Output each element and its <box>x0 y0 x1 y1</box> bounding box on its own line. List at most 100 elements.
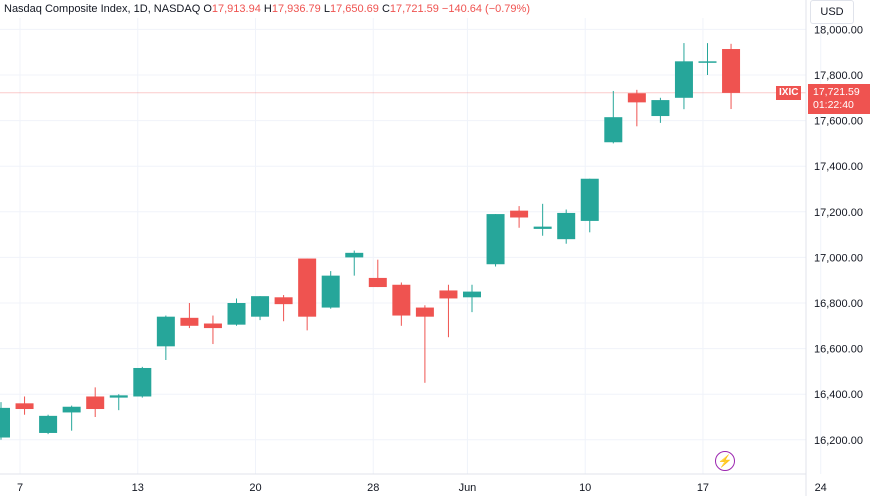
candle[interactable] <box>274 295 293 322</box>
candle[interactable] <box>227 298 246 326</box>
candle[interactable] <box>251 296 270 321</box>
candle[interactable] <box>604 90 623 144</box>
candle-body <box>415 307 434 317</box>
candle-body <box>674 61 693 98</box>
candle-body <box>698 61 717 63</box>
candle-body <box>39 415 58 433</box>
candle-body <box>345 252 364 258</box>
candle[interactable] <box>345 250 364 276</box>
candle[interactable] <box>109 394 128 411</box>
candle[interactable] <box>298 258 317 331</box>
high-value: 17,936.79 <box>271 3 321 15</box>
candle[interactable] <box>463 284 481 313</box>
price-tick-label: 16,800.00 <box>814 298 863 310</box>
candles[interactable] <box>0 43 741 440</box>
candle-body <box>180 317 199 326</box>
price-tick-label: 17,200.00 <box>814 207 863 219</box>
candle[interactable] <box>698 43 717 75</box>
candle[interactable] <box>203 315 222 345</box>
price-tick-label: 18,000.00 <box>814 24 863 36</box>
candle[interactable] <box>0 402 10 440</box>
candle-body <box>510 210 529 218</box>
candle-body <box>227 303 246 325</box>
candle-body <box>109 395 128 398</box>
time-tick-label: 28 <box>367 482 379 494</box>
symbol-price-tag: IXIC <box>776 86 802 100</box>
price-grid <box>0 18 822 474</box>
time-tick-label: 20 <box>249 482 261 494</box>
last-price-value: 17,721.59 <box>813 86 860 98</box>
candle[interactable] <box>415 305 434 383</box>
candle-body <box>439 290 458 299</box>
candle[interactable] <box>486 214 505 267</box>
candle[interactable] <box>62 405 81 431</box>
candle[interactable] <box>133 366 152 398</box>
symbol-title: Nasdaq Composite Index, 1D, NASDAQ <box>4 3 201 15</box>
time-axis[interactable]: 7 13 20 28 Jun 10 17 24 <box>17 482 827 494</box>
candle-body <box>651 100 670 117</box>
candle[interactable] <box>439 284 458 338</box>
close-value: 17,721.59 <box>389 3 439 15</box>
lightning-icon[interactable]: ⚡ <box>715 451 735 471</box>
candle-body <box>722 49 741 93</box>
candle[interactable] <box>722 43 741 110</box>
candle[interactable] <box>651 97 670 123</box>
candle[interactable] <box>156 315 175 360</box>
candle-body <box>251 296 270 317</box>
candle[interactable] <box>392 282 411 326</box>
candle[interactable] <box>368 259 387 288</box>
time-tick-label: 10 <box>579 482 591 494</box>
candle-body <box>368 277 387 288</box>
candle-body <box>0 407 10 438</box>
price-tick-label: 17,800.00 <box>814 70 863 82</box>
price-tick-label: 16,400.00 <box>814 389 863 401</box>
candle[interactable] <box>674 43 693 110</box>
close-label: C <box>381 3 390 15</box>
symbol-legend: Nasdaq Composite Index, 1D, NASDAQ O17,9… <box>4 3 530 15</box>
price-axis[interactable]: 16,200.00 16,400.00 16,600.00 16,800.00 17,0… <box>814 24 863 446</box>
candle-body <box>392 284 411 316</box>
candle-body <box>156 316 175 347</box>
candle[interactable] <box>86 387 105 417</box>
low-value: 17,650.69 <box>329 3 379 15</box>
candle[interactable] <box>533 203 552 236</box>
time-tick-label: 13 <box>132 482 144 494</box>
candle[interactable] <box>580 178 599 233</box>
candle-body <box>298 258 317 317</box>
bar-countdown: 01:22:40 <box>813 99 854 111</box>
candle-body <box>203 323 222 329</box>
candle-body <box>604 117 623 143</box>
candle-body <box>486 214 505 265</box>
candle[interactable] <box>510 206 529 228</box>
candle-body <box>15 403 34 410</box>
candle-body <box>533 226 552 229</box>
price-tick-label: 17,600.00 <box>814 116 863 128</box>
currency-button[interactable]: USD <box>810 0 854 24</box>
time-tick-label: 7 <box>17 482 23 494</box>
price-tick-label: 16,600.00 <box>814 344 863 356</box>
candle[interactable] <box>15 396 34 415</box>
candle[interactable] <box>627 89 646 127</box>
high-label: H <box>263 3 272 15</box>
candle-body <box>463 291 481 298</box>
candle-body <box>274 297 293 305</box>
time-tick-label: 24 <box>815 482 827 494</box>
open-value: 17,913.94 <box>211 3 261 15</box>
open-label: O <box>203 3 212 15</box>
time-tick-label: 17 <box>697 482 709 494</box>
candle-body <box>86 396 105 410</box>
candle-body <box>321 275 340 308</box>
candle[interactable] <box>557 209 576 244</box>
candle[interactable] <box>39 414 58 435</box>
candle-body <box>133 367 152 397</box>
change-value: −140.64 (−0.79%) <box>441 3 530 15</box>
candle[interactable] <box>180 303 199 329</box>
time-tick-label: Jun <box>459 482 477 494</box>
last-price-tag: 17,721.59 01:22:40 <box>808 84 870 114</box>
candle-body <box>580 178 599 221</box>
candle[interactable] <box>321 271 340 309</box>
price-tick-label: 16,200.00 <box>814 435 863 447</box>
candle-body <box>627 93 646 103</box>
price-tick-label: 17,400.00 <box>814 161 863 173</box>
